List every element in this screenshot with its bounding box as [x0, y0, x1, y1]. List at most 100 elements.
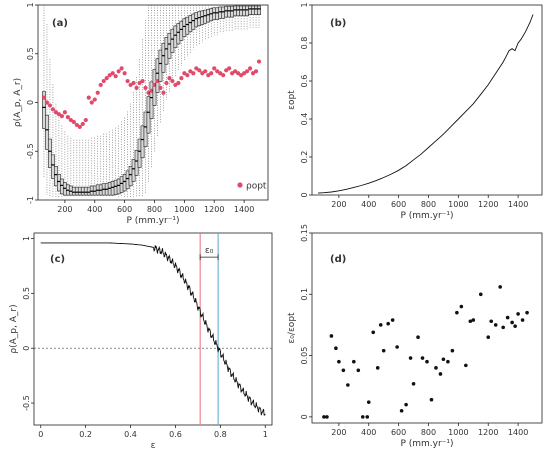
scatter-point	[395, 345, 399, 349]
panel-b-frame	[311, 4, 543, 196]
scatter-point	[505, 315, 510, 320]
rho-opt-point	[242, 71, 247, 76]
scatter-point	[510, 320, 514, 325]
x-tick-label: 200	[331, 200, 346, 209]
x-tick-label: 0.8	[214, 430, 227, 439]
x-tick-label: 1200	[478, 428, 498, 437]
y-tick-label: 0.6	[300, 75, 309, 88]
y-tick-label: 0.8	[300, 37, 309, 50]
panel-b: 200 400 600 800 1000 1200 1400 0 0.2 0.4 0.6 0.8 1 P …	[287, 2, 543, 221]
y-tick-label: 0.05	[300, 347, 309, 365]
y-tick-label: 0.4	[300, 113, 309, 126]
x-tick-label: 1400	[234, 205, 254, 214]
rho-opt-point	[167, 76, 172, 81]
rho-opt-point	[188, 69, 193, 74]
scatter-point	[441, 357, 446, 362]
rho-opt-point	[149, 88, 154, 93]
rho-opt-point	[110, 71, 115, 76]
x-axis-label: P (mm.yr⁻¹)	[126, 216, 179, 226]
x-tick-label: 0.6	[169, 430, 182, 439]
rho-opt-point	[173, 82, 178, 88]
rho-opt-point	[185, 73, 190, 78]
rho-opt-point	[203, 69, 208, 74]
y-axis-label: ρ(A_p, A_r)	[9, 304, 19, 353]
panel-d: 200 400 600 800 1000 1200 1400 0 0.05 0.1 0.15 P (m…	[287, 224, 543, 449]
scatter-point	[434, 366, 438, 370]
scatter-point	[468, 319, 473, 324]
x-tick-label: 1400	[508, 200, 528, 209]
rho-opt-point	[244, 69, 250, 74]
scatter-point	[408, 356, 413, 360]
y-tick-label: -0.5	[22, 395, 31, 411]
epsilon0-label: ε₀	[205, 246, 214, 256]
scatter-point	[478, 292, 483, 297]
scatter-point	[371, 330, 376, 335]
y-tick-label: 1	[26, 2, 35, 7]
scatter-point	[399, 408, 404, 413]
x-axis-label: ε	[151, 441, 156, 451]
box	[257, 5, 261, 15]
scatter-point	[411, 381, 416, 386]
rho-opt-point	[95, 90, 100, 95]
panel-label: (a)	[52, 18, 68, 29]
scatter-point	[446, 359, 450, 364]
rho-opt-point	[83, 117, 88, 123]
scatter-point	[486, 335, 491, 339]
y-tick-label: 1	[300, 2, 309, 7]
panel-a: 200 400 600 800 1000 1200 1400 -1 -0.5 0 0.5 1 P (mm…	[13, 2, 269, 226]
x-tick-label: 800	[421, 428, 436, 437]
rho-opt-point	[158, 85, 163, 90]
rho-opt-point	[104, 76, 109, 81]
scatter-point	[322, 415, 326, 419]
x-tick-label: 600	[117, 205, 132, 214]
rho-opt-point	[212, 66, 217, 71]
rho-opt-point	[179, 76, 184, 81]
x-tick-label: 1400	[508, 428, 528, 437]
y-tick-label: 0.2	[300, 151, 309, 164]
rho-opt-point	[253, 69, 259, 74]
rho-opt-point	[224, 68, 229, 73]
rho-opt-point	[98, 82, 103, 88]
rho-opt-point	[197, 68, 202, 73]
y-tick-label: 0.5	[26, 47, 35, 60]
rho-opt-point	[200, 71, 205, 76]
rho-opt-point	[59, 114, 64, 119]
legend-label: ρopt	[246, 182, 267, 192]
rho-opt-point	[74, 122, 79, 128]
scatter-point	[341, 368, 346, 373]
rho-opt-point	[206, 73, 211, 78]
scatter-point	[416, 335, 420, 339]
scatter-point	[513, 324, 517, 328]
y-axis-label: ε₀/εopt	[287, 312, 297, 344]
scatter-point	[378, 323, 383, 327]
scatter-point	[520, 318, 525, 322]
x-tick-label: 400	[361, 428, 376, 437]
scatter-point	[375, 366, 380, 370]
rho-opt-point	[247, 66, 253, 71]
panel-label: (d)	[330, 254, 346, 265]
rho-opt-point	[50, 107, 56, 112]
scatter-point	[471, 318, 476, 322]
scatter-point	[425, 359, 429, 364]
rho-opt-point	[143, 85, 148, 90]
scatter-point	[404, 402, 408, 407]
scatter-point	[516, 312, 520, 316]
x-tick-label: 600	[391, 200, 406, 209]
rho-opt-point	[152, 82, 157, 88]
scatter-point	[360, 415, 365, 419]
rho-opt-point	[155, 78, 160, 84]
rho-opt-point	[164, 80, 169, 86]
y-tick-label: 0	[300, 414, 309, 419]
x-tick-label: 1200	[478, 200, 498, 209]
rho-opt-point	[236, 71, 241, 76]
rho-opt-point	[170, 78, 175, 84]
x-tick-label: 400	[87, 205, 102, 214]
panel-label: (b)	[330, 18, 346, 29]
rho-opt-point	[71, 119, 76, 125]
x-axis-label: P (mm.yr⁻¹)	[400, 211, 453, 221]
x-tick-label: 1000	[448, 200, 468, 209]
rho-opt-point	[239, 73, 244, 78]
rho-opt-point	[119, 66, 124, 71]
rho-opt-point	[125, 78, 130, 84]
rho-opt-point	[65, 115, 70, 120]
